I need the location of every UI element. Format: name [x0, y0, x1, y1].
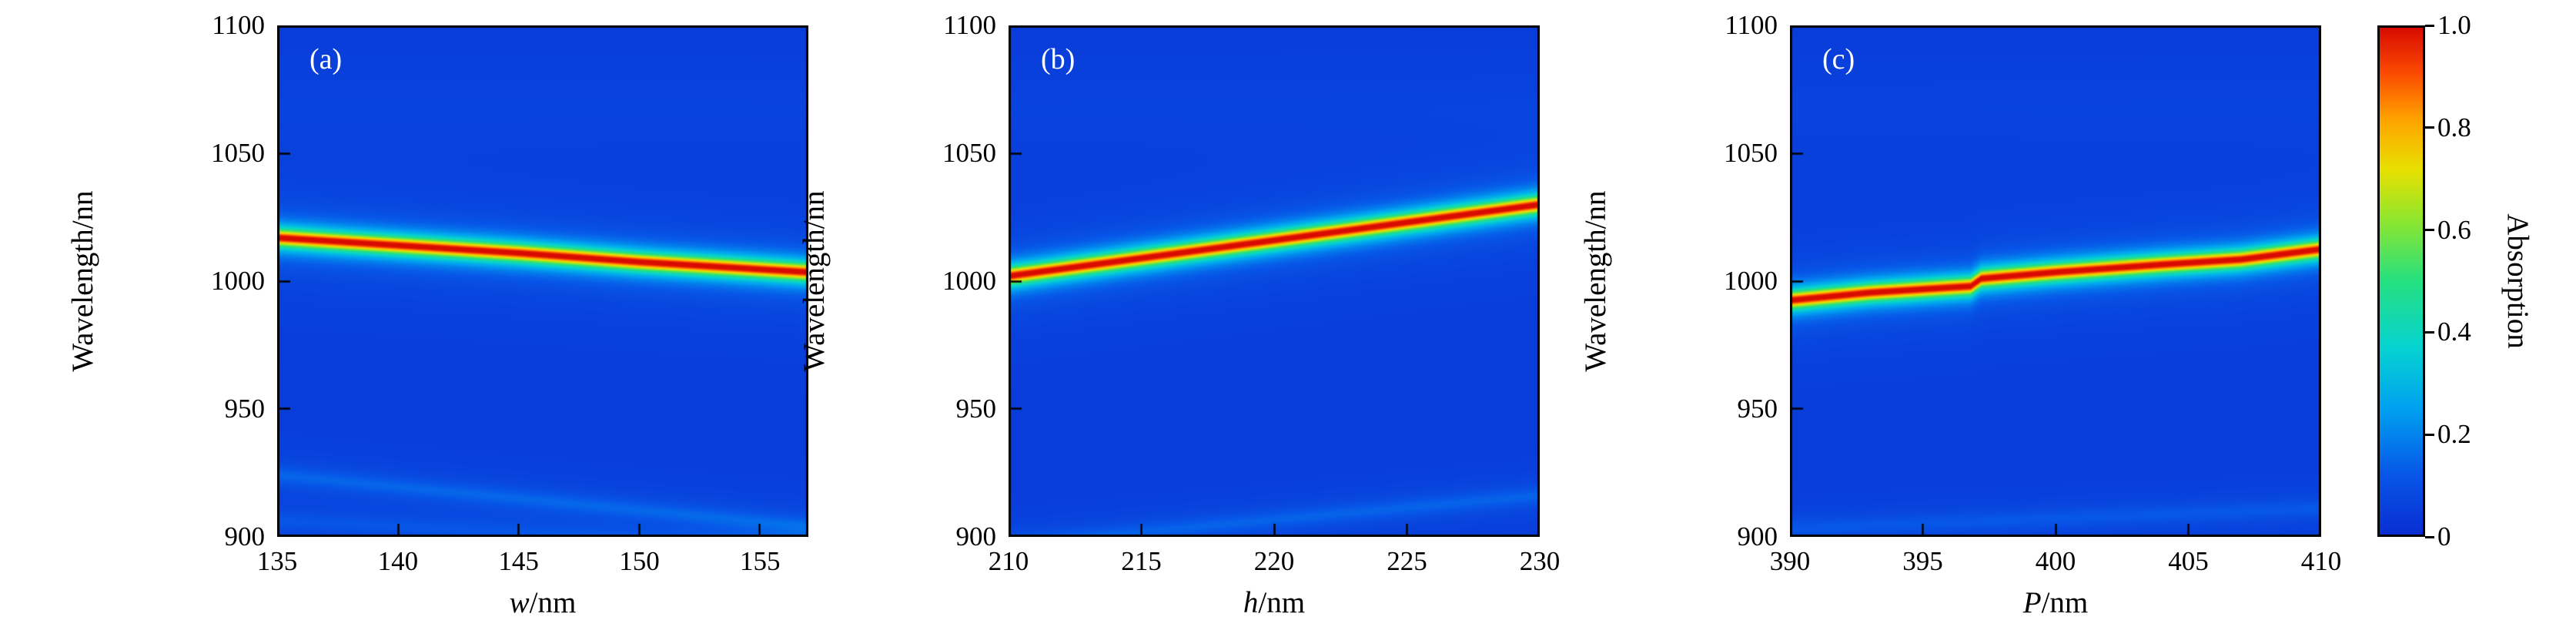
x-tick-label: 230 — [1519, 546, 1561, 576]
panel-label-b: (b) — [1041, 43, 1076, 75]
x-tick-label: 405 — [2168, 546, 2209, 576]
colorbar-tick-mark — [2425, 229, 2434, 232]
y-axis-label-b: Wavelength/nn — [798, 190, 831, 372]
x-axis-unit-c: /nm — [2041, 586, 2089, 619]
y-tick-label: 1100 — [1725, 10, 1778, 40]
x-axis-variable-b: h — [1243, 586, 1259, 619]
x-axis-label-c: P/nm — [2023, 586, 2089, 620]
x-tick-label: 400 — [2035, 546, 2076, 576]
x-axis-label-a: w/nm — [510, 586, 577, 620]
x-tick-label: 215 — [1121, 546, 1162, 576]
y-tick-label: 1100 — [212, 10, 265, 40]
y-tick-label: 1050 — [942, 138, 996, 168]
colorbar-tick-label: 0 — [2437, 521, 2451, 552]
y-tick-label: 950 — [224, 394, 266, 424]
colorbar-tick-label: 1.0 — [2437, 10, 2471, 40]
colorbar-tick-label: 0.4 — [2437, 317, 2471, 347]
colorbar-tick-mark — [2425, 433, 2434, 436]
colorbar-tick-mark — [2425, 330, 2434, 334]
y-tick-label: 900 — [955, 521, 997, 552]
x-axis-variable-a: w — [509, 586, 530, 619]
y-tick-label: 1000 — [211, 266, 265, 296]
x-tick-label: 225 — [1387, 546, 1427, 576]
heatmap-canvas-b — [1009, 25, 1540, 537]
colorbar-tick-label: 0.6 — [2437, 214, 2471, 245]
panel-label-c: (c) — [1822, 43, 1855, 75]
heatmap-canvas-c — [1790, 25, 2321, 537]
x-tick-label: 140 — [377, 546, 419, 576]
x-tick-label: 390 — [1769, 546, 1811, 576]
y-tick-label: 950 — [955, 394, 997, 424]
colorbar-tick-mark — [2425, 535, 2434, 538]
x-tick-label: 220 — [1253, 546, 1295, 576]
x-tick-label: 395 — [1902, 546, 1943, 576]
y-tick-label: 1000 — [1724, 266, 1778, 296]
y-tick-label: 1100 — [943, 10, 996, 40]
x-axis-variable-c: P — [2022, 586, 2042, 619]
x-tick-label: 150 — [619, 546, 660, 576]
x-tick-label: 145 — [498, 546, 539, 576]
y-tick-label: 950 — [1737, 394, 1778, 424]
x-tick-label: 210 — [988, 546, 1029, 576]
colorbar-gradient — [2377, 25, 2425, 537]
y-tick-label: 900 — [1737, 521, 1778, 552]
heatmap-canvas-a — [277, 25, 808, 537]
colorbar-tick-label: 0.8 — [2437, 112, 2471, 142]
y-axis-label-c: Wavelength/nn — [1579, 190, 1612, 372]
colorbar-tick-mark — [2425, 24, 2434, 27]
y-axis-label-a: Wavelength/nn — [66, 190, 99, 372]
x-axis-unit-a: /nm — [529, 586, 577, 619]
x-tick-label: 410 — [2300, 546, 2342, 576]
colorbar-tick-label: 0.2 — [2437, 419, 2471, 450]
panel-label-a: (a) — [309, 43, 343, 75]
x-axis-label-b: h/nm — [1243, 586, 1305, 620]
x-axis-unit-b: /nm — [1258, 586, 1306, 619]
x-tick-label: 135 — [256, 546, 298, 576]
y-tick-label: 1050 — [211, 138, 265, 168]
y-tick-label: 900 — [224, 521, 266, 552]
y-tick-label: 1000 — [942, 266, 996, 296]
colorbar-tick-mark — [2425, 126, 2434, 129]
y-tick-label: 1050 — [1724, 138, 1778, 168]
colorbar-label: Absorption — [2501, 213, 2534, 349]
x-tick-label: 155 — [740, 546, 781, 576]
